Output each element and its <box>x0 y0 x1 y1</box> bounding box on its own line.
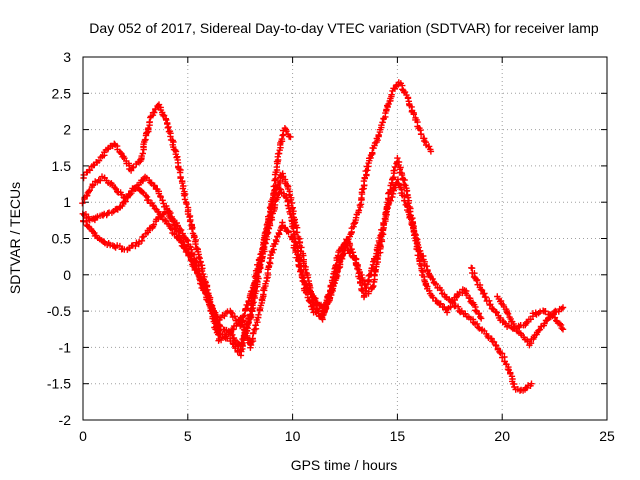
y-axis-label: SDTVAR / TECUs <box>7 182 23 294</box>
grid <box>83 57 607 420</box>
plot-frame <box>82 56 608 421</box>
y-tick-label: 0 <box>63 267 71 283</box>
point-markers <box>494 293 567 349</box>
y-tick-label: -2 <box>59 412 72 428</box>
x-axis-label: GPS time / hours <box>291 457 398 473</box>
x-tick-label: 0 <box>79 428 87 444</box>
x-tick-label: 20 <box>494 428 510 444</box>
x-tick-label: 5 <box>184 428 192 444</box>
series-track-f <box>494 293 567 349</box>
y-tick-label: 2 <box>63 122 71 138</box>
axis-ticks: 0 5 10 15 20 25 -2 -1.5 -1 -0.5 0 0.5 1 1.5 2 2.5 3 <box>47 49 615 444</box>
y-tick-label: 3 <box>63 49 71 65</box>
y-tick-label: -1 <box>59 339 72 355</box>
x-tick-label: 10 <box>285 428 301 444</box>
y-tick-label: 0.5 <box>52 231 72 247</box>
y-tick-label: 2.5 <box>52 85 72 101</box>
y-tick-label: 1 <box>63 194 71 210</box>
x-tick-label: 25 <box>599 428 615 444</box>
y-tick-label: -0.5 <box>47 303 71 319</box>
y-tick-label: 1.5 <box>52 158 72 174</box>
x-tick-label: 15 <box>390 428 406 444</box>
chart-title: Day 052 of 2017, Sidereal Day-to-day VTE… <box>89 20 599 36</box>
y-tick-label: -1.5 <box>47 376 71 392</box>
